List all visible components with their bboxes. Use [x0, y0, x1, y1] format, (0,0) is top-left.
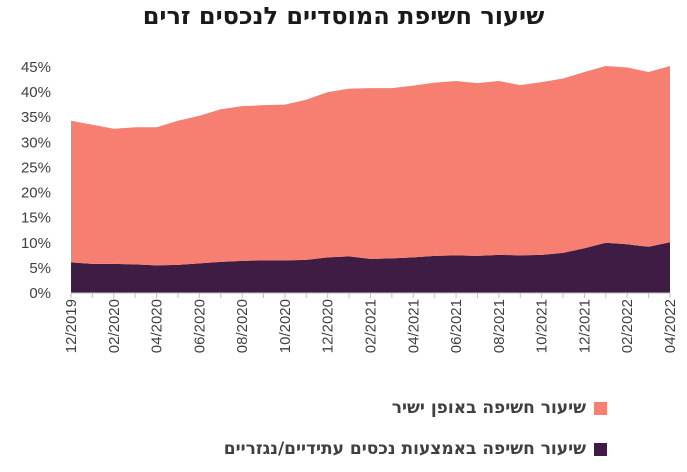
x-tick-label: 12/2019 — [63, 299, 80, 353]
y-tick-label: 5% — [29, 260, 51, 277]
x-tick-label: 04/2022 — [662, 299, 679, 353]
plot-area — [71, 66, 670, 293]
chart-title: שיעור חשיפת המוסדיים לנכסים זרים — [142, 2, 545, 30]
x-tick-label: 02/2021 — [363, 299, 380, 353]
x-tick-label: 08/2021 — [491, 299, 508, 353]
area-series-2 — [71, 66, 670, 266]
legend-label-direct: שיעור חשיפה באופן ישיר — [391, 398, 586, 418]
y-tick-label: 0% — [29, 285, 51, 302]
x-tick-label: 04/2020 — [149, 299, 166, 353]
legend-item-derivatives: שיעור חשיפה באמצעות נכסים עתידיים/נגזריי… — [224, 439, 607, 459]
x-tick-label: 02/2022 — [619, 299, 636, 353]
y-tick-label: 10% — [21, 235, 51, 252]
x-tick-label: 04/2021 — [405, 299, 422, 353]
legend-item-direct: שיעור חשיפה באופן ישיר — [392, 398, 607, 418]
x-tick-label: 12/2021 — [576, 299, 593, 353]
x-tick-label: 10/2021 — [534, 299, 551, 353]
legend-swatch-derivatives — [594, 442, 607, 456]
x-tick-label: 06/2020 — [191, 299, 208, 353]
legend-label-derivatives: שיעור חשיפה באמצעות נכסים עתידיים/נגזריי… — [223, 439, 586, 459]
x-tick-label: 02/2020 — [106, 299, 123, 353]
legend-swatch-direct — [594, 401, 607, 415]
y-tick-label: 30% — [21, 134, 51, 151]
y-tick-label: 45% — [21, 59, 51, 76]
y-tick-label: 25% — [21, 159, 51, 176]
y-tick-label: 20% — [21, 185, 51, 202]
x-axis: 12/2019 02/2020 04/2020 06/2020 08/2020 10/20… — [63, 292, 679, 353]
y-tick-label: 15% — [21, 210, 51, 227]
y-tick-label: 40% — [21, 84, 51, 101]
x-tick-label: 12/2020 — [320, 299, 337, 353]
x-tick-label: 10/2020 — [277, 299, 294, 353]
x-tick-label: 06/2021 — [448, 299, 465, 353]
x-tick-label: 08/2020 — [234, 299, 251, 353]
y-axis: 0% 5% 10% 15% 20% 25% 30% 35% 40% 45% — [21, 59, 51, 302]
y-tick-label: 35% — [21, 109, 51, 126]
area-series-1 — [71, 242, 670, 293]
